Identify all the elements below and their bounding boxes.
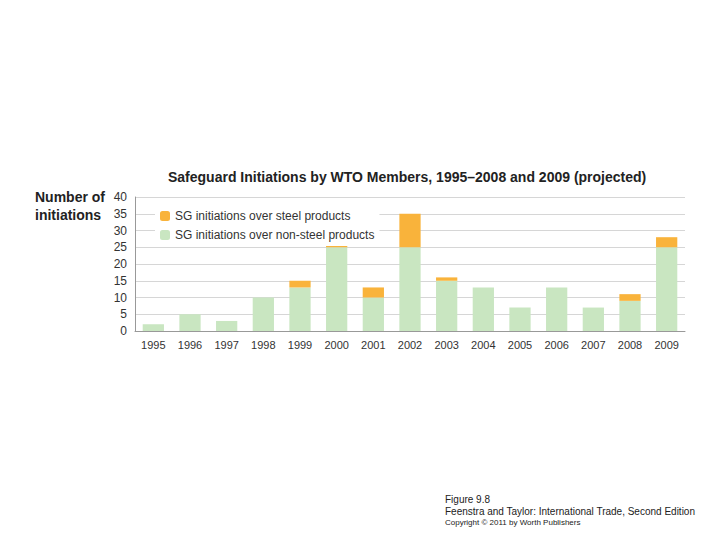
svg-text:initiations: initiations — [35, 207, 101, 223]
svg-text:Number of: Number of — [35, 189, 105, 205]
svg-text:35: 35 — [114, 207, 128, 221]
svg-text:40: 40 — [114, 190, 128, 204]
svg-text:2002: 2002 — [398, 339, 422, 351]
svg-text:10: 10 — [114, 291, 128, 305]
svg-text:Figure 9.8: Figure 9.8 — [445, 494, 490, 505]
svg-text:Feenstra and Taylor: Internati: Feenstra and Taylor: International Trade… — [445, 506, 695, 517]
svg-text:2001: 2001 — [361, 339, 385, 351]
svg-text:2009: 2009 — [654, 339, 678, 351]
svg-text:2003: 2003 — [434, 339, 458, 351]
svg-text:SG initiations over steel prod: SG initiations over steel products — [175, 209, 350, 223]
svg-text:1997: 1997 — [214, 339, 238, 351]
svg-text:SG initiations over non-steel: SG initiations over non-steel products — [175, 228, 374, 242]
svg-text:2000: 2000 — [324, 339, 348, 351]
svg-text:2008: 2008 — [618, 339, 642, 351]
svg-text:2005: 2005 — [508, 339, 532, 351]
svg-text:25: 25 — [114, 240, 128, 254]
svg-text:Safeguard Initiations by WTO M: Safeguard Initiations by WTO Members, 19… — [168, 169, 646, 185]
svg-text:Copyright © 2011 by Worth Publ: Copyright © 2011 by Worth Publishers — [445, 518, 580, 527]
svg-text:2006: 2006 — [544, 339, 568, 351]
svg-text:1996: 1996 — [178, 339, 202, 351]
svg-text:1995: 1995 — [141, 339, 165, 351]
svg-text:2007: 2007 — [581, 339, 605, 351]
svg-text:2004: 2004 — [471, 339, 495, 351]
svg-text:20: 20 — [114, 257, 128, 271]
svg-text:1999: 1999 — [288, 339, 312, 351]
svg-text:15: 15 — [114, 274, 128, 288]
svg-text:5: 5 — [120, 307, 127, 321]
svg-text:1998: 1998 — [251, 339, 275, 351]
svg-text:0: 0 — [120, 324, 127, 338]
svg-text:30: 30 — [114, 224, 128, 238]
